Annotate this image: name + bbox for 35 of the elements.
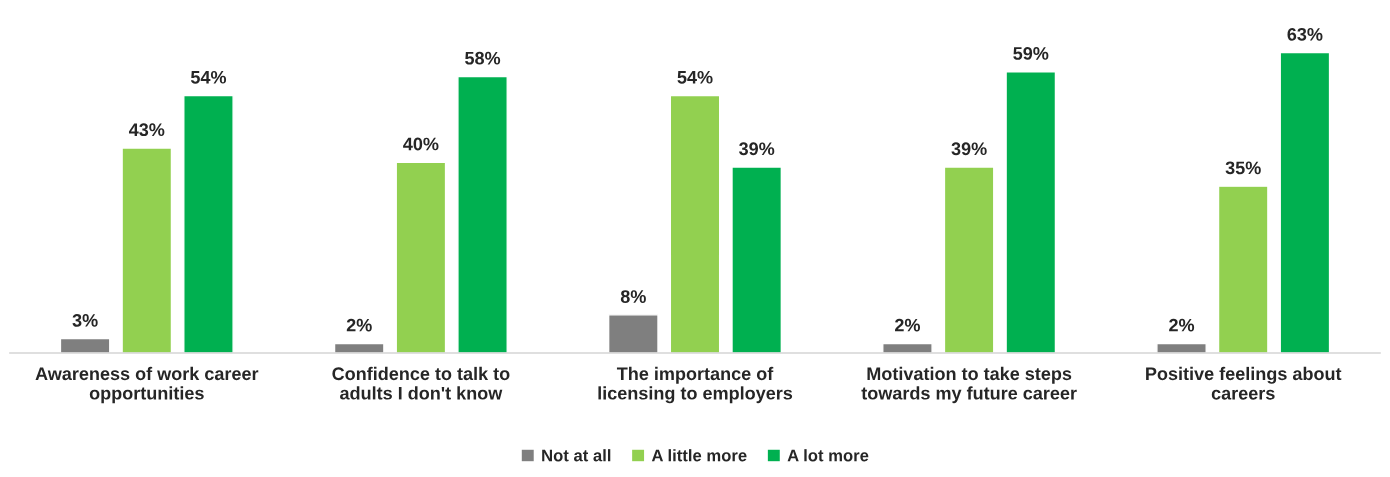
bar <box>457 75 508 353</box>
x-tick-label: Confidence to talk to adults I don't know <box>332 366 510 400</box>
legend-label: A little more <box>651 449 747 462</box>
bar <box>1005 71 1057 353</box>
bar <box>59 337 111 353</box>
data-label: 54% <box>677 70 713 84</box>
data-label: 59% <box>1013 47 1049 60</box>
legend-label: A lot more <box>787 449 869 462</box>
bar <box>943 166 995 353</box>
data-label: 2% <box>1169 318 1195 332</box>
data-label: 58% <box>465 51 501 65</box>
bar <box>731 166 783 353</box>
data-label: 8% <box>620 290 646 303</box>
data-label: 63% <box>1287 27 1323 41</box>
data-label: 3% <box>72 313 98 327</box>
bar <box>607 314 659 353</box>
x-tick-label: The importance of licensing to employers <box>598 366 793 404</box>
bar <box>1217 185 1269 353</box>
data-label: 2% <box>346 318 372 332</box>
data-label: 39% <box>739 142 775 156</box>
data-label: 54% <box>190 70 227 84</box>
bar <box>395 161 447 353</box>
bar <box>121 147 173 353</box>
data-label: 40% <box>403 137 439 151</box>
x-tick-label: Awareness of work career opportunities <box>35 366 259 404</box>
x-tick-label: Positive feelings about careers <box>1146 366 1342 400</box>
data-label: 43% <box>128 123 165 137</box>
bar <box>183 94 234 353</box>
data-label: 35% <box>1225 161 1261 175</box>
data-label: 39% <box>951 142 987 156</box>
bar <box>669 94 721 353</box>
bar <box>1279 51 1331 353</box>
data-label: 2% <box>895 318 921 332</box>
x-tick-label: Motivation to take steps towards my future career <box>861 366 1077 404</box>
legend-label: Not at all <box>542 449 611 462</box>
